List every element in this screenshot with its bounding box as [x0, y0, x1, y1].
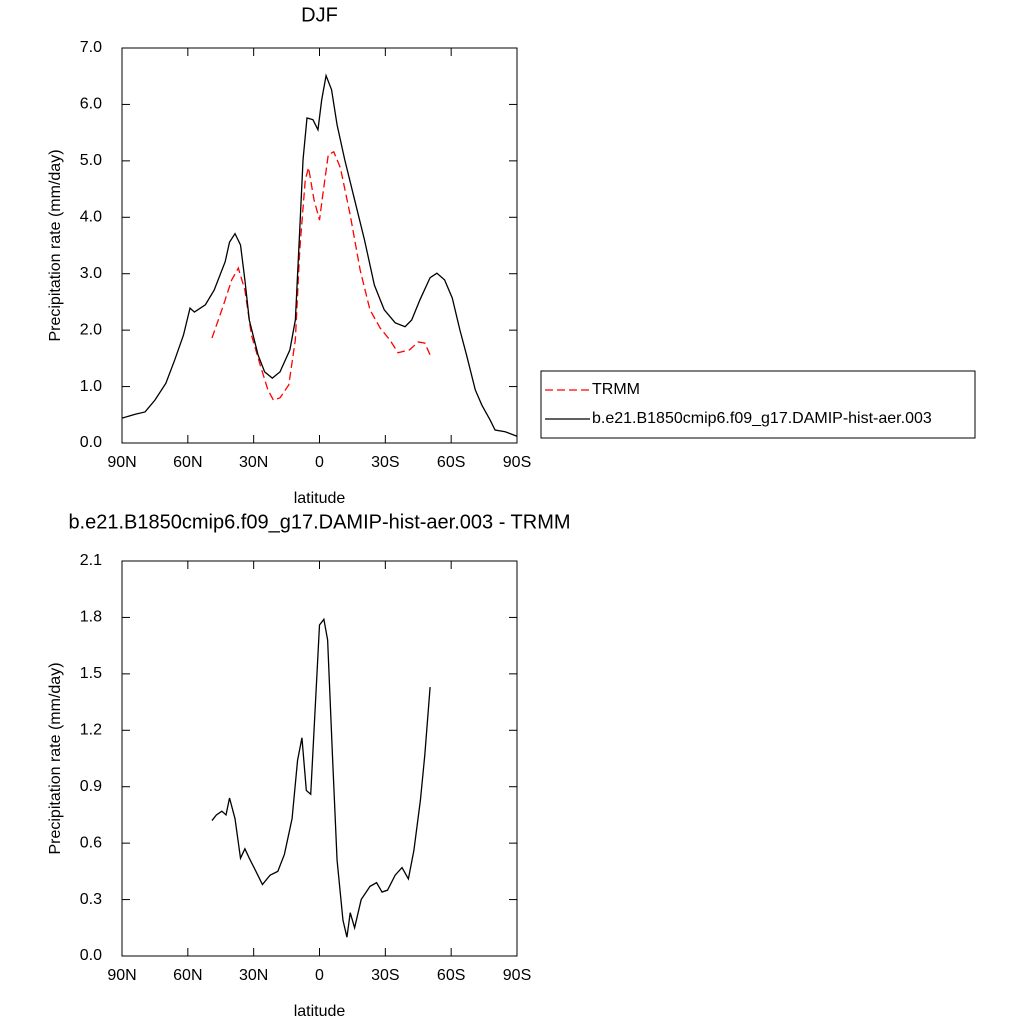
x-axis-label: latitude: [294, 1003, 346, 1020]
chart-title: DJF: [301, 4, 338, 26]
y-tick-label: 1.0: [80, 378, 102, 395]
y-tick-label: 2.0: [80, 321, 102, 338]
y-tick-label: 6.0: [80, 96, 102, 113]
x-tick-label: 60N: [173, 967, 202, 984]
x-tick-label: 60S: [437, 454, 465, 471]
legend-label: TRMM: [592, 381, 640, 398]
x-tick-label: 90S: [503, 967, 531, 984]
y-tick-label: 0.9: [80, 778, 102, 795]
y-tick-label: 0.0: [80, 434, 102, 451]
y-tick-label: 5.0: [80, 152, 102, 169]
y-tick-label: 0.3: [80, 891, 102, 908]
y-tick-label: 7.0: [80, 39, 102, 56]
y-tick-label: 1.8: [80, 609, 102, 626]
legend-box: [540, 370, 976, 439]
x-tick-label: 30S: [371, 454, 399, 471]
x-axis-label: latitude: [294, 490, 346, 507]
x-tick-label: 0: [315, 454, 324, 471]
data-line: [211, 617, 431, 938]
y-tick-label: 4.0: [80, 209, 102, 226]
legend-label: b.e21.B1850cmip6.f09_g17.DAMIP-hist-aer.…: [592, 410, 932, 427]
x-tick-label: 30N: [239, 454, 268, 471]
y-axis-label: Precipitation rate (mm/day): [47, 149, 64, 341]
x-tick-label: 90N: [107, 454, 136, 471]
x-tick-label: 60N: [173, 454, 202, 471]
x-tick-label: 30N: [239, 967, 268, 984]
y-tick-label: 2.1: [80, 552, 102, 569]
x-tick-label: 90S: [503, 454, 531, 471]
y-tick-label: 1.5: [80, 665, 102, 682]
y-tick-label: 3.0: [80, 265, 102, 282]
x-tick-label: 30S: [371, 967, 399, 984]
plot-frame: [121, 47, 518, 444]
y-tick-label: 1.2: [80, 722, 102, 739]
data-line: [211, 150, 431, 401]
x-tick-label: 0: [315, 967, 324, 984]
y-axis-label: Precipitation rate (mm/day): [47, 662, 64, 854]
x-tick-label: 60S: [437, 967, 465, 984]
y-tick-label: 0.0: [80, 947, 102, 964]
chart-title: b.e21.B1850cmip6.f09_g17.DAMIP-hist-aer.…: [68, 511, 570, 533]
data-line: [121, 73, 518, 437]
plot-frame: [121, 560, 518, 957]
x-tick-label: 90N: [107, 967, 136, 984]
y-tick-label: 0.6: [80, 834, 102, 851]
